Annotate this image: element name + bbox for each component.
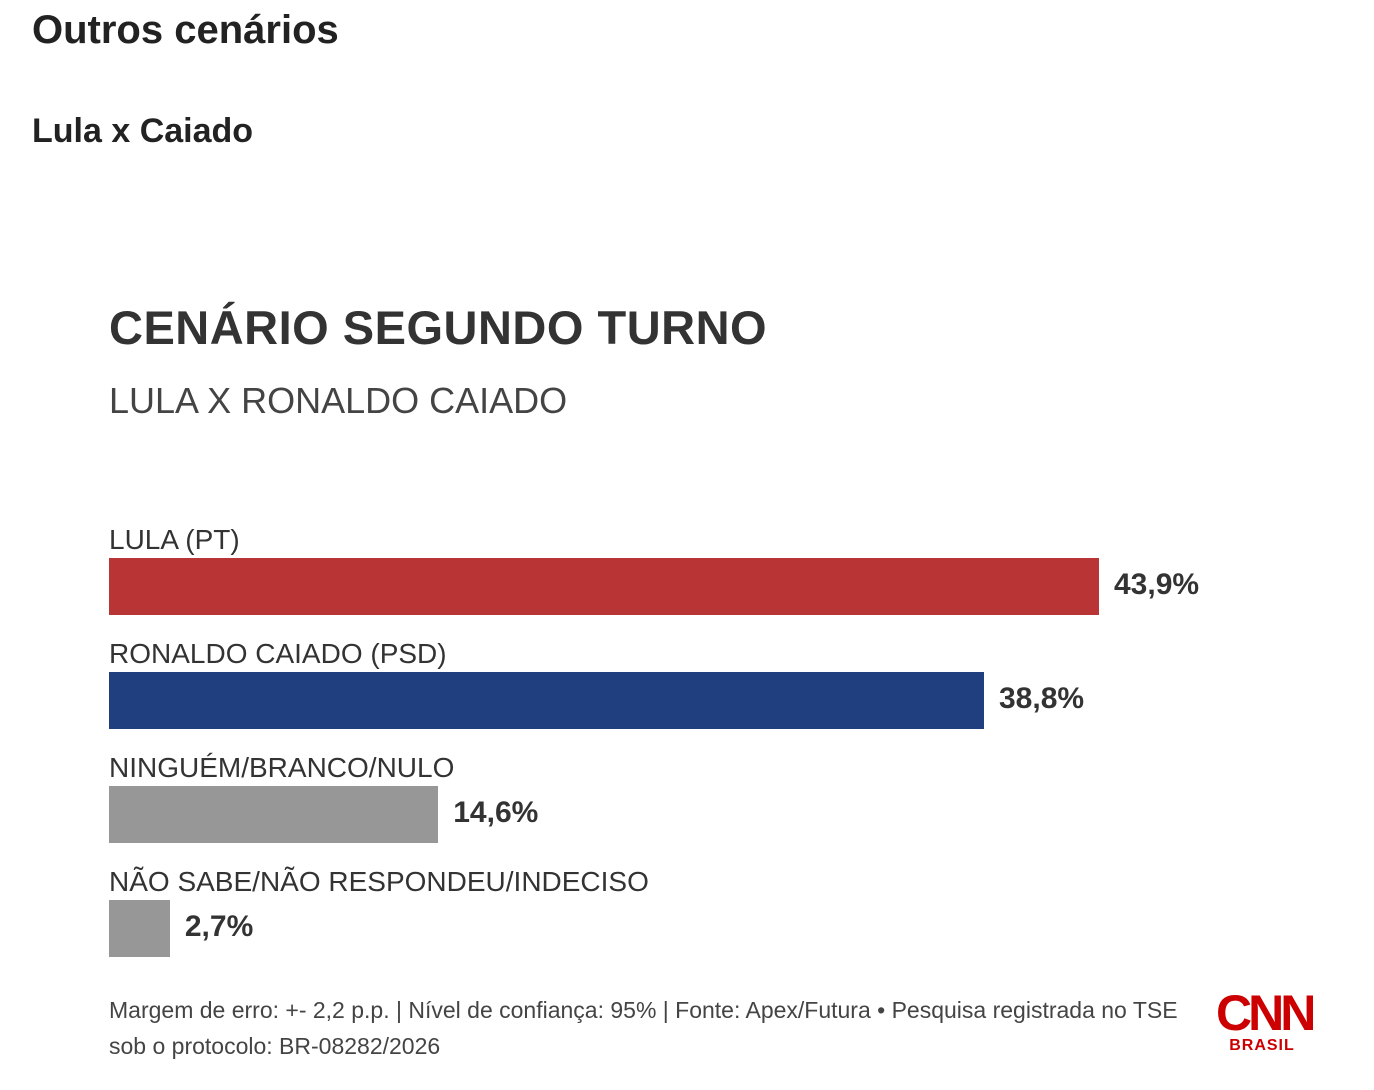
bar — [109, 786, 439, 843]
page-title: Outros cenários — [32, 8, 339, 52]
value-label: 2,7% — [184, 910, 254, 943]
chart-title: CENÁRIO SEGUNDO TURNO — [109, 301, 768, 354]
value-label: 14,6% — [453, 796, 539, 829]
category-label: NÃO SABE/NÃO RESPONDEU/INDECISO — [109, 866, 649, 897]
bar — [109, 672, 984, 729]
value-label: 43,9% — [1114, 568, 1200, 601]
value-label: 38,8% — [998, 682, 1085, 715]
logo: CNN — [1216, 985, 1316, 1041]
chart-subtitle: LULA X RONALDO CAIADO — [109, 380, 568, 421]
bar — [109, 900, 170, 957]
category-label: LULA (PT) — [109, 524, 240, 555]
footnote: Margem de erro: +- 2,2 p.p. | Nível de c… — [109, 997, 1178, 1059]
bar — [109, 558, 1099, 615]
logo-region: BRASIL — [1229, 1037, 1295, 1054]
category-label: RONALDO CAIADO (PSD) — [109, 638, 447, 669]
page-subtitle: Lula x Caiado — [32, 112, 254, 150]
category-label: NINGUÉM/BRANCO/NULO — [109, 752, 455, 783]
